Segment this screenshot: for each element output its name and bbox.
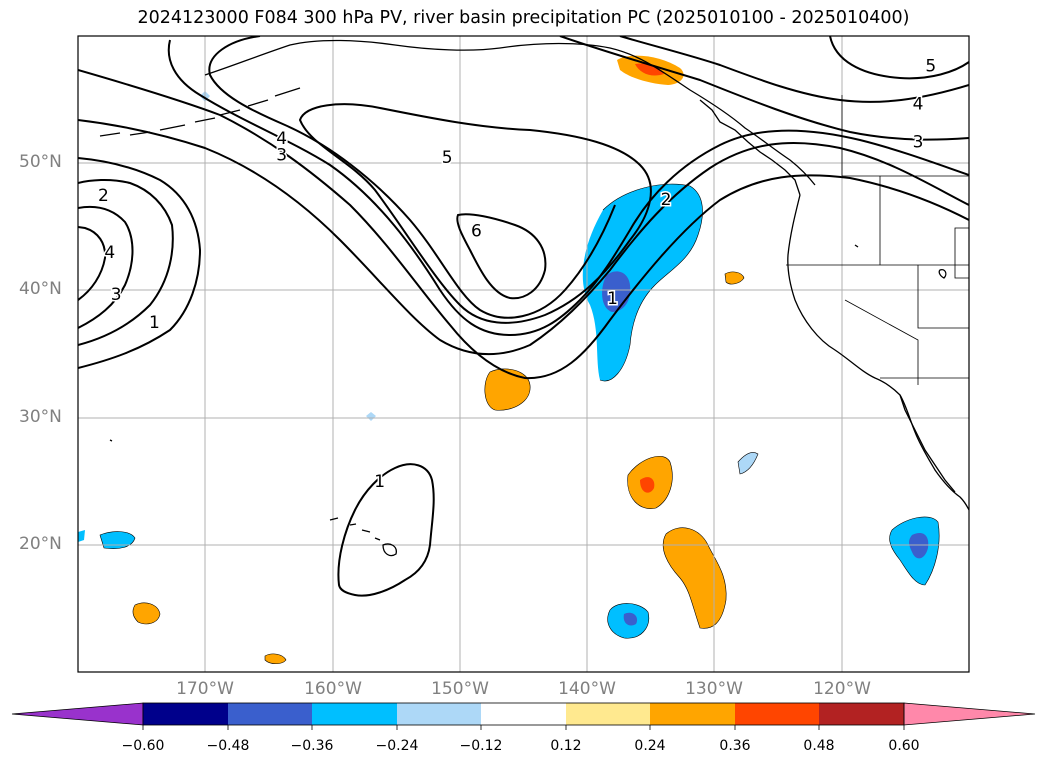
colorbar-bin-9 [819,703,904,725]
pv-contour-6 [456,213,547,300]
colorbar-bin-8 [735,703,819,725]
state-border-6 [954,227,969,279]
pv-contour-3 [78,205,134,329]
pv-contour-east3 [559,36,969,141]
precip-blob-pos-sub2 [662,527,727,629]
pv-contour-1c [337,463,435,597]
colorbar-extend-low [11,702,144,726]
pv-contour-2b [78,119,969,356]
hawaii-islands [329,517,397,557]
precip-shading [78,55,940,665]
map-title: 2024123000 F084 300 hPa PV, river basin … [137,8,910,28]
lat-label-40n: 40°N [19,279,62,299]
pv-contour-1b [78,69,969,380]
colorbar-bin-7 [650,703,735,725]
pv-contour-4b [208,36,616,319]
lat-label-50n: 50°N [19,152,62,172]
colorbar [11,702,1036,730]
island-small2 [854,244,859,248]
precip-blob-neg-west [99,531,136,549]
pv-contour-2 [78,179,174,346]
precip-blob-pos-small1 [132,602,161,625]
lon-label-150w: 150°W [431,679,489,699]
pv-contour-label-6: 3 [276,145,287,165]
colorbar-tick-marks [142,725,905,730]
lat-label-20n: 20°N [19,534,62,554]
colorbar-extend-high [903,702,1036,726]
colorbar-tick-label-1: −0.60 [121,738,165,754]
borders [786,95,969,385]
colorbar-tick-label-3: −0.36 [290,738,334,754]
pv-contour-1 [78,157,202,369]
colorbar-tick-label-7: 0.24 [634,738,666,754]
colorbar-tick-label-5: −0.12 [459,738,503,754]
precip-blob-neg-small1 [737,452,759,475]
colorbar-bin-3 [312,703,397,725]
island-small3 [938,268,947,279]
state-border-3 [917,265,969,329]
precip-blob-neg-coast [582,184,703,381]
precip-blob-neg-east-core [909,532,929,559]
pv-contour-3b [167,39,969,337]
colorbar-bin-6 [566,703,650,725]
colorbar-frame [142,702,905,726]
precip-blob-neg-small3 [366,412,376,421]
colorbar-tick-label-9: 0.48 [803,738,835,754]
precip-blob-neg-small4 [78,530,85,542]
precip-blob-neg-coast-edge [599,183,703,382]
pv-contour-label-3: 4 [104,243,115,263]
lon-label-170w: 170°W [176,679,234,699]
pv-contour-label-5: 4 [276,129,287,149]
map-frame [77,35,970,673]
colorbar-bin-5 [481,703,566,725]
precip-blob-pos-north-core [635,63,664,76]
pv-contour-east5 [829,36,969,80]
pv-contour-label-9: 2 [661,190,672,210]
precip-blob-pos-west [484,368,531,411]
colorbar-bin-1 [143,703,228,725]
pv-contour-label-2: 3 [111,285,122,305]
map-background [78,36,969,672]
pv-contour-5 [298,103,652,324]
baja-california [899,394,956,493]
west-coast-usa [787,194,969,511]
colorbar-tick-label-6: 0.12 [550,738,582,754]
colorbar-bin-2 [228,703,312,725]
lat-label-30n: 30°N [19,407,62,427]
pv-contour-label-7: 5 [442,148,453,168]
bc-alaska-panhandle [699,99,801,196]
lon-label-120w: 120°W [813,679,871,699]
colorbar-tick-label-2: −0.48 [206,738,250,754]
island-small1 [109,439,113,442]
pv-contour-4 [78,226,107,301]
lon-label-140w: 140°W [558,679,616,699]
pv-contour-label-13: 4 [913,94,924,114]
precip-blob-pos-sub1-core [640,477,655,493]
pv-contour-label-11: 1 [374,472,385,492]
colorbar-bin-4 [397,703,481,725]
pv-contour-east4 [619,36,969,103]
precip-blob-neg-south-core [623,612,638,626]
pv-contour-label-14: 3 [913,133,924,153]
pv-contours [78,36,969,597]
pv-contour-label-8: 6 [471,222,482,242]
colorbar-tick-label-4: −0.24 [375,738,419,754]
pv-contour-label-10: 1 [607,289,618,309]
precip-blob-pos-small2 [264,653,287,665]
gridlines [78,36,969,672]
precip-blob-pos-small3 [724,271,745,285]
lon-label-160w: 160°W [304,679,362,699]
pv-contour-label-1: 2 [98,186,109,206]
lon-label-130w: 130°W [685,679,743,699]
pv-contour-label-12: 5 [925,56,936,76]
colorbar-tick-label-8: 0.36 [719,738,751,754]
state-border-4 [844,299,919,385]
colorbar-tick-label-10: 0.60 [888,738,920,754]
pv-contour-label-4: 1 [149,313,160,333]
